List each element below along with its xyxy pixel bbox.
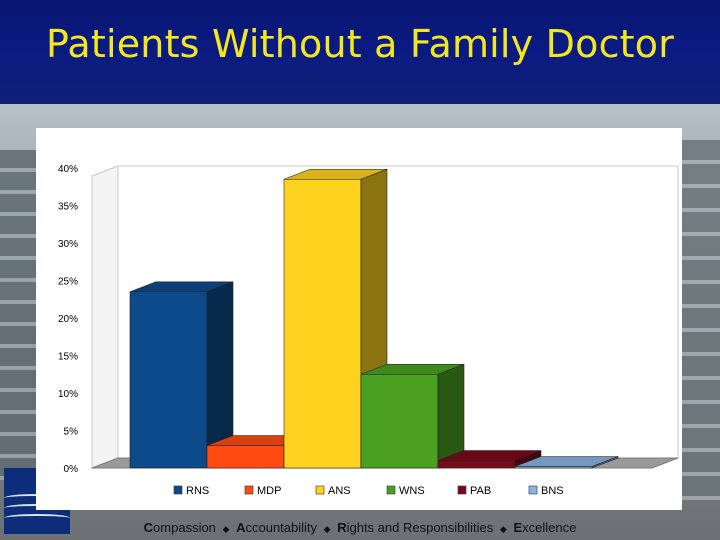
- legend-label-wns: WNS: [399, 485, 425, 497]
- y-tick-label: 5%: [64, 427, 79, 438]
- legend-swatch-pab: [457, 485, 467, 495]
- footer-value-3: Rights and Responsibilities: [337, 520, 494, 535]
- footer-value-2: Accountability: [236, 520, 318, 535]
- bar-mdp-front: [206, 445, 285, 469]
- bar-chart: 0% 5% 10% 15% 20% 25% 30% 35% 40% RNS MDP ANS WNS PAB…: [58, 164, 679, 497]
- footer-separator: ◆: [222, 524, 230, 534]
- y-tick-label: 25%: [58, 277, 78, 288]
- y-tick-label: 10%: [58, 389, 78, 400]
- bar-pab-front: [437, 460, 516, 469]
- building-right: [682, 140, 720, 500]
- bar-ans-front: [283, 178, 362, 469]
- logo-wave: [4, 514, 70, 522]
- title-band: [0, 0, 720, 104]
- footer-separator: ◆: [499, 524, 507, 534]
- footer-value-4: Excellence: [513, 520, 577, 535]
- y-tick-label: 0%: [64, 464, 79, 475]
- bar-bns-side: [591, 456, 619, 469]
- footer-values: Compassion ◆ Accountability ◆ Rights and…: [0, 520, 720, 535]
- legend-swatch-rns: [173, 485, 183, 495]
- bar-rns-front: [129, 291, 208, 469]
- footer-value-1: Compassion: [143, 520, 216, 535]
- legend-label-ans: ANS: [328, 485, 351, 497]
- y-tick-label: 40%: [58, 164, 78, 175]
- chart-side-wall: [91, 165, 119, 469]
- y-tick-label: 15%: [58, 352, 78, 363]
- footer-separator: ◆: [323, 524, 331, 534]
- legend-swatch-wns: [386, 485, 396, 495]
- legend-swatch-bns: [528, 485, 538, 495]
- legend-label-pab: PAB: [470, 485, 491, 497]
- building-left: [0, 150, 40, 480]
- bar-wns-front: [360, 373, 439, 469]
- y-tick-label: 30%: [58, 239, 78, 250]
- legend-swatch-ans: [315, 485, 325, 495]
- slide-title: Patients Without a Family Doctor: [45, 22, 675, 66]
- y-tick-label: 35%: [58, 202, 78, 213]
- legend-label-bns: BNS: [541, 485, 564, 497]
- legend-swatch-mdp: [244, 485, 254, 495]
- chart-panel: 0% 5% 10% 15% 20% 25% 30% 35% 40% RNS MDP ANS WNS PAB…: [36, 128, 682, 510]
- legend-label-rns: RNS: [186, 485, 209, 497]
- y-tick-label: 20%: [58, 314, 78, 325]
- legend-label-mdp: MDP: [257, 485, 281, 497]
